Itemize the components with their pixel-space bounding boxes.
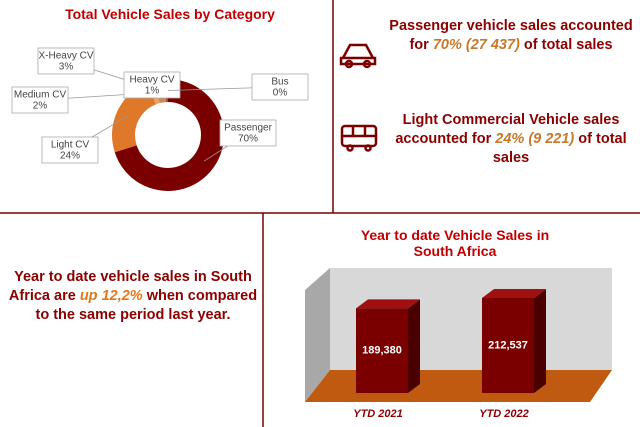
slice-name: Passenger: [224, 123, 272, 134]
bar-title: Year to date Vehicle Sales in South Afri…: [360, 227, 550, 259]
label-box: [251, 73, 309, 101]
slice-label: 1%: [145, 86, 160, 97]
label-box: [123, 71, 181, 99]
label-box: [11, 86, 69, 114]
slice-label: 0%: [273, 88, 288, 99]
text: Light Commercial Vehicle sales accounted…: [395, 112, 620, 147]
slice-name: Medium CV: [14, 90, 67, 101]
highlight: 24% (9 221): [495, 131, 575, 147]
slice-label: 24%: [60, 151, 80, 162]
x-tick-label: YTD 2022: [479, 408, 529, 420]
bus-icon: [340, 124, 378, 152]
donut-title: Total Vehicle Sales by Category: [65, 6, 275, 22]
highlight: up 12,2%: [79, 288, 143, 304]
lcv-text: Light Commercial Vehicle sales accounted…: [386, 111, 636, 168]
text: when compared to the same period last ye…: [35, 288, 258, 323]
text: Passenger vehicle sales accounted for: [389, 18, 633, 53]
text: of total sales: [492, 131, 627, 166]
text: Year to date vehicle sales in South Afri…: [8, 269, 252, 304]
x-tick-label: YTD 2021: [353, 408, 403, 420]
donut-slice: [114, 79, 224, 191]
value-label: 212,537: [488, 339, 528, 351]
bar-room: [305, 268, 612, 402]
bar: [356, 308, 408, 393]
bar-side: [408, 299, 420, 393]
bar-top: [356, 299, 420, 309]
value-label: 189,380: [362, 345, 402, 357]
slice-label: 2%: [33, 101, 48, 112]
slice-label: 70%: [238, 134, 258, 145]
highlight: 70% (27 437): [432, 37, 520, 53]
slice-label: 3%: [59, 62, 74, 73]
text: of total sales: [519, 37, 613, 53]
donut-slice: [111, 82, 156, 153]
slice-name: Bus: [271, 77, 288, 88]
label-box: [41, 136, 99, 164]
bar: [482, 298, 534, 393]
slice-name: X-Heavy CV: [38, 51, 93, 62]
label-box: [37, 47, 95, 75]
passenger-text: Passenger vehicle sales accounted for 70…: [386, 17, 636, 55]
slice-name: Heavy CV: [129, 75, 174, 86]
slice-name: Light CV: [51, 140, 90, 151]
label-box: [219, 119, 277, 147]
bar-top: [482, 289, 546, 298]
ytd-text: Year to date vehicle sales in South Afri…: [8, 268, 258, 325]
car-icon: [339, 43, 377, 69]
bar-side: [534, 289, 546, 393]
